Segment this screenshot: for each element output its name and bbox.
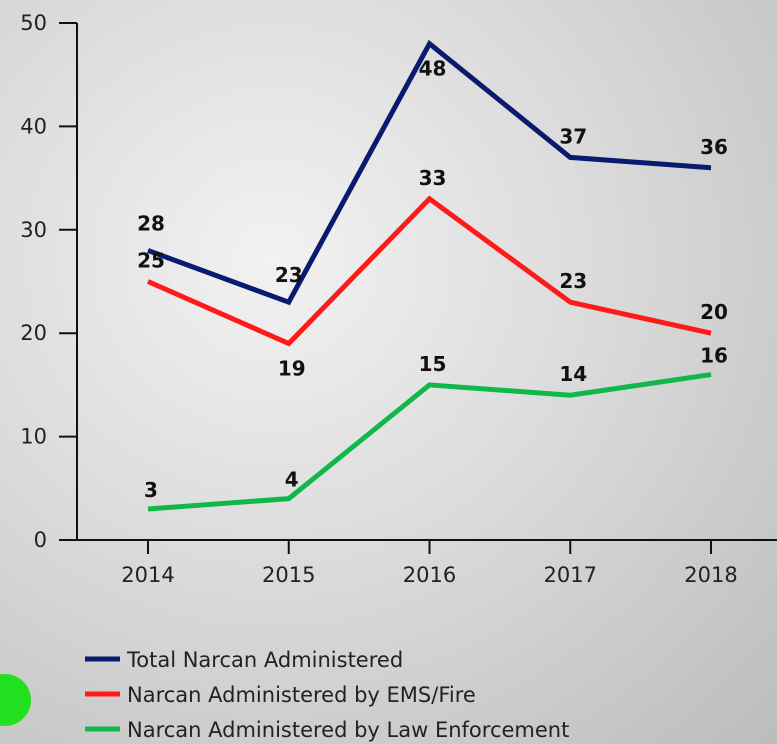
- y-tick-label: 40: [20, 114, 47, 138]
- x-tick-label: 2017: [544, 563, 597, 587]
- value-label: 28: [137, 211, 165, 235]
- legend-label: Narcan Administered by Law Enforcement: [127, 718, 569, 742]
- legend-label: Narcan Administered by EMS/Fire: [127, 683, 476, 707]
- value-label: 48: [419, 57, 447, 81]
- value-label: 23: [275, 263, 303, 287]
- value-label: 33: [419, 166, 447, 190]
- background: [0, 0, 777, 744]
- value-label: 19: [278, 357, 306, 381]
- x-tick-label: 2014: [121, 563, 174, 587]
- y-tick-label: 0: [34, 528, 47, 552]
- legend-label: Total Narcan Administered: [126, 648, 403, 672]
- y-tick-label: 50: [20, 11, 47, 35]
- value-label: 3: [144, 478, 158, 502]
- value-label: 20: [700, 300, 728, 324]
- value-label: 14: [559, 362, 587, 386]
- y-tick-label: 20: [20, 321, 47, 345]
- value-label: 36: [700, 135, 728, 159]
- value-label: 4: [285, 468, 299, 492]
- value-label: 16: [700, 344, 728, 368]
- y-tick-label: 30: [20, 218, 47, 242]
- value-label: 23: [559, 269, 587, 293]
- page: {"chart_data": {"type": "line", "categor…: [0, 0, 777, 744]
- x-tick-label: 2018: [684, 563, 737, 587]
- x-tick-label: 2016: [403, 563, 456, 587]
- value-label: 15: [419, 352, 447, 376]
- x-tick-label: 2015: [262, 563, 315, 587]
- value-label: 37: [559, 124, 587, 148]
- chart: 0102030405020142015201620172018282348373…: [0, 0, 777, 744]
- value-label: 25: [137, 249, 165, 273]
- y-tick-label: 10: [20, 425, 47, 449]
